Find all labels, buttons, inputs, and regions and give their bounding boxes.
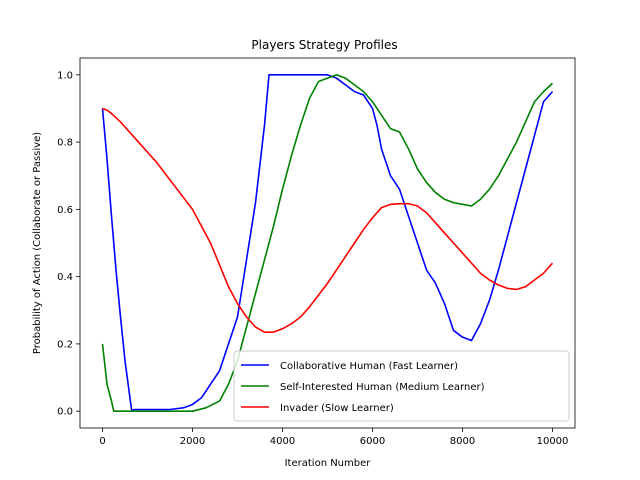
y-tick-label: 1.0 xyxy=(57,70,73,81)
y-axis-label: Probability of Action (Collaborate or Pa… xyxy=(32,132,43,354)
x-tick-label: 0 xyxy=(99,436,105,447)
plot-frame xyxy=(79,57,576,429)
y-tick-label: 0.4 xyxy=(57,272,73,283)
x-axis-label: Iteration Number xyxy=(285,458,372,469)
series-line-1 xyxy=(101,74,554,412)
plot-area xyxy=(101,74,554,412)
y-axis: 0.0 0.2 0.4 0.6 0.8 1.0 xyxy=(57,70,80,418)
x-axis: 0 2000 4000 6000 8000 10000 xyxy=(99,428,568,447)
legend-label-1: Self-Interested Human (Medium Learner) xyxy=(280,382,485,393)
y-tick-label: 0.8 xyxy=(57,138,73,149)
x-tick-label: 6000 xyxy=(360,436,385,447)
legend: Collaborative Human (Fast Learner) Self-I… xyxy=(233,350,570,422)
legend-frame xyxy=(233,350,570,422)
y-tick-label: 0.2 xyxy=(57,339,73,350)
series-line-2 xyxy=(102,107,554,333)
x-tick-label: 8000 xyxy=(450,436,475,447)
x-tick-label: 10000 xyxy=(537,436,569,447)
legend-label-2: Invader (Slow Learner) xyxy=(280,403,394,414)
legend-label-0: Collaborative Human (Fast Learner) xyxy=(280,361,458,372)
x-tick-label: 2000 xyxy=(180,436,205,447)
chart-title: Players Strategy Profiles xyxy=(251,38,397,52)
y-tick-label: 0.6 xyxy=(57,205,73,216)
series-line-0 xyxy=(101,74,554,412)
x-tick-label: 4000 xyxy=(270,436,295,447)
y-tick-label: 0.0 xyxy=(57,407,73,418)
